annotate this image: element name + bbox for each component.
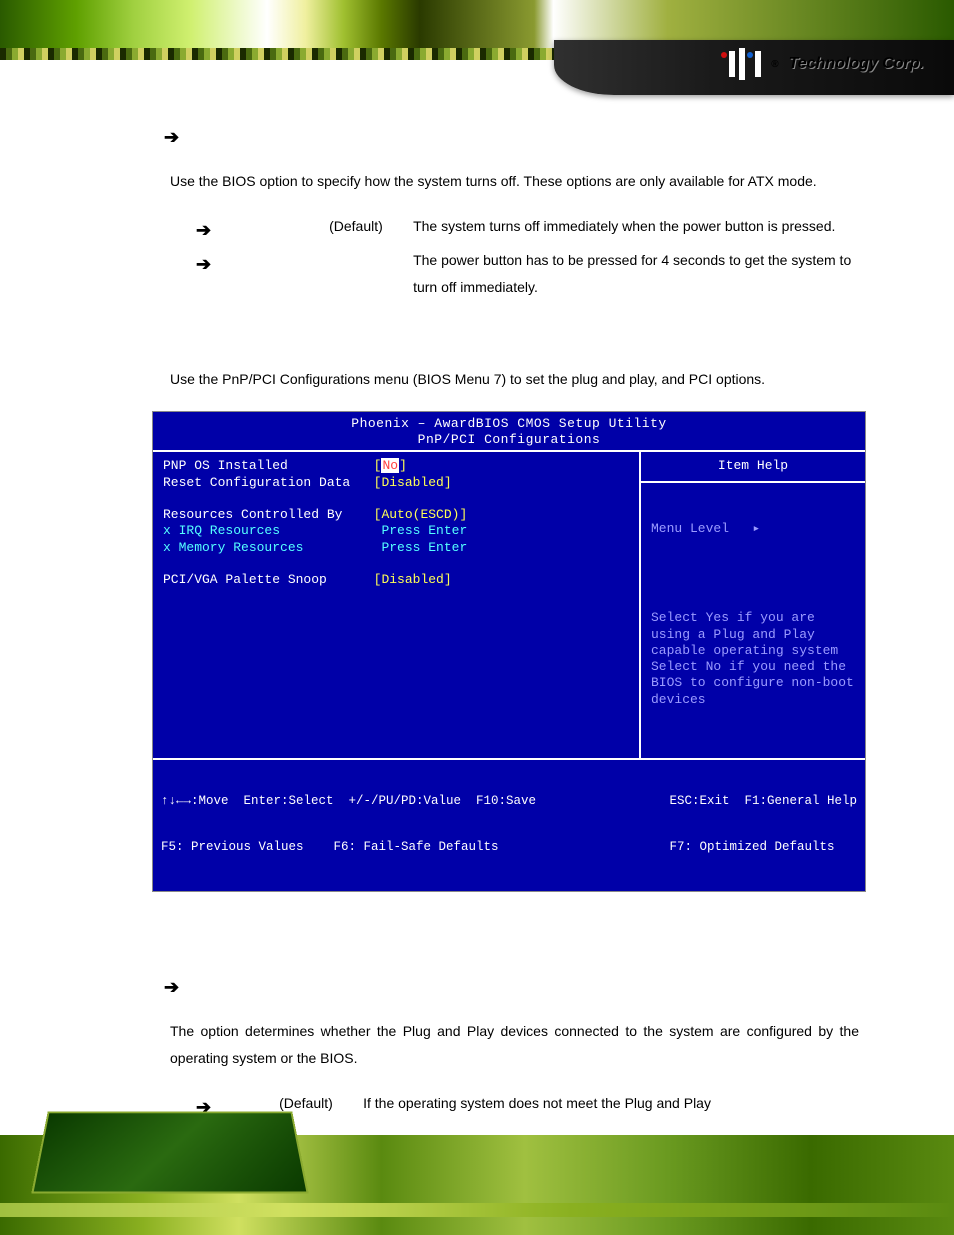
logo-iei-icon [721, 48, 763, 80]
logo-area: ® Technology Corp. [721, 48, 924, 80]
bios-menu-level: Menu Level ▸ [651, 521, 855, 537]
bios-footer-l2-left: F5: Previous Values F6: Fail-Safe Defaul… [161, 840, 536, 856]
bottom-stripe [0, 1203, 954, 1217]
bios-help-title: Item Help [641, 452, 865, 482]
bios-footer-l1-left: ↑↓←→:Move Enter:Select +/-/PU/PD:Value F… [161, 794, 536, 810]
arrow-icon: ➔ [164, 970, 179, 1004]
bios-footer-l2-right: F7: Optimized Defaults [669, 840, 857, 856]
option-desc: The power button has to be pressed for 4… [413, 247, 859, 300]
bios-body: PNP OS Installed [No]Reset Configuration… [153, 450, 865, 760]
bios-title-line2: PnP/PCI Configurations [153, 432, 865, 448]
section3-intro: The option determines whether the Plug a… [170, 1018, 859, 1071]
option-row: ➔ The power button has to be pressed for… [196, 247, 859, 300]
section2-intro: Use the PnP/PCI Configurations menu (BIO… [170, 366, 859, 393]
logo-company-text: Technology Corp. [789, 55, 924, 73]
arrow-icon: ➔ [196, 247, 211, 281]
option-row: ➔ (Default) The system turns off immedia… [196, 213, 859, 247]
option-default-label: (Default) [329, 213, 399, 240]
option-desc: The system turns off immediately when th… [413, 213, 859, 240]
bios-footer-l1-right: ESC:Exit F1:General Help [669, 794, 857, 810]
bios-title: Phoenix – AwardBIOS CMOS Setup Utility P… [153, 412, 865, 451]
bios-screenshot: Phoenix – AwardBIOS CMOS Setup Utility P… [152, 411, 866, 893]
bios-row [163, 491, 629, 507]
bios-row: x Memory Resources Press Enter [163, 540, 629, 556]
bios-row: PCI/VGA Palette Snoop [Disabled] [163, 572, 629, 588]
bios-help-text: Select Yes if you are using a Plug and P… [651, 610, 855, 708]
page-content: ➔ Use the BIOS option to specify how the… [0, 120, 954, 1125]
bios-help-body: Menu Level ▸ Select Yes if you are using… [641, 483, 865, 747]
option-desc: If the operating system does not meet th… [363, 1090, 859, 1117]
bios-row: Resources Controlled By [Auto(ESCD)] [163, 507, 629, 523]
option-row: ➔ (Default) If the operating system does… [196, 1090, 859, 1124]
bios-right-panel: Item Help Menu Level ▸ Select Yes if you… [641, 452, 865, 758]
section1-intro: Use the BIOS option to specify how the s… [170, 168, 859, 195]
arrow-icon: ➔ [164, 120, 179, 154]
bios-row [163, 556, 629, 572]
logo-registered: ® [771, 59, 778, 70]
bios-footer: ↑↓←→:Move Enter:Select +/-/PU/PD:Value F… [153, 760, 865, 891]
section1-heading: ➔ [164, 120, 859, 154]
pcb-decoration [31, 1112, 309, 1194]
bios-row: Reset Configuration Data [Disabled] [163, 475, 629, 491]
bios-row: PNP OS Installed [No] [163, 458, 629, 474]
section3-heading: ➔ [164, 970, 859, 1004]
arrow-icon: ➔ [196, 213, 211, 247]
bios-row: x IRQ Resources Press Enter [163, 523, 629, 539]
bios-title-line1: Phoenix – AwardBIOS CMOS Setup Utility [153, 416, 865, 432]
bios-left-panel: PNP OS Installed [No]Reset Configuration… [153, 452, 641, 758]
